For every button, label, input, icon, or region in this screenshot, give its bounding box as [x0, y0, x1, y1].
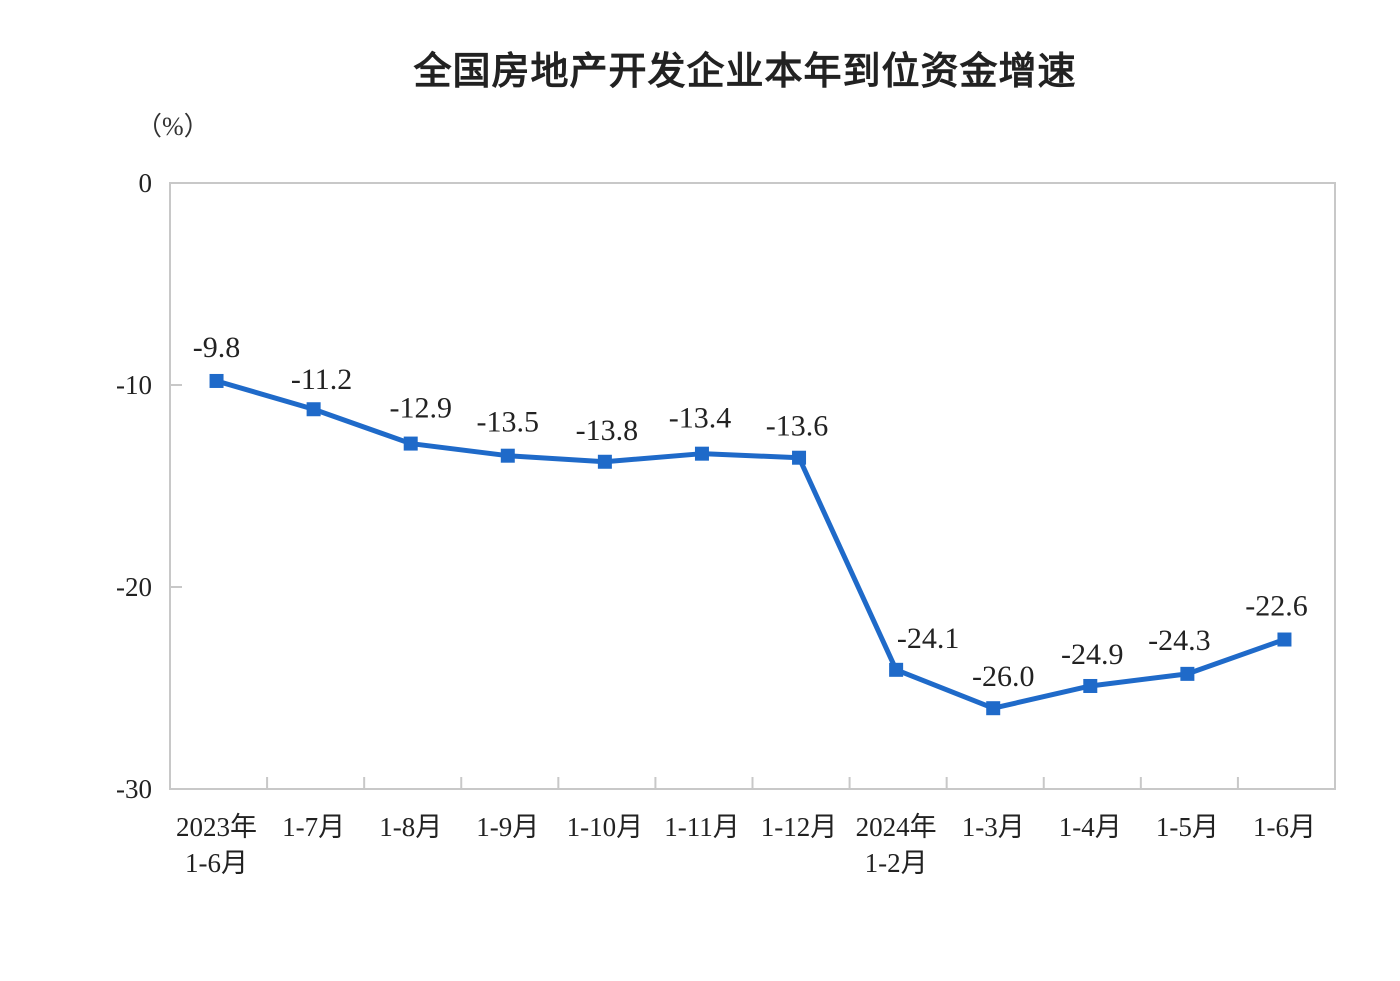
y-axis: 0 -10 -20 -30 [116, 168, 182, 804]
data-label: -24.1 [897, 622, 960, 655]
data-point-marker [792, 450, 807, 465]
data-label: -11.2 [291, 363, 352, 396]
x-tick-label: 1-6月 [185, 848, 248, 878]
x-tick-label: 1-8月 [379, 812, 442, 842]
x-tick-label: 1-10月 [567, 812, 644, 842]
data-point-marker [694, 446, 709, 461]
data-markers [209, 373, 1292, 716]
data-point-marker [500, 448, 515, 463]
data-label: -26.0 [972, 660, 1035, 693]
series-line [215, 378, 1286, 711]
data-label: -13.8 [576, 414, 639, 447]
data-labels: -9.8-11.2-12.9 -13.5 -13.8 -13.4 -13.6-24.1-… [193, 331, 1308, 693]
x-tick-label: 1-12月 [761, 812, 838, 842]
data-label: -24.3 [1148, 624, 1211, 657]
data-point-marker [1277, 632, 1292, 647]
y-tick-label: -20 [116, 572, 152, 602]
data-label: -22.6 [1245, 590, 1308, 623]
x-tick-label: 1-2月 [865, 848, 928, 878]
x-axis: 2023年 1-6月 1-7月 1-8月 1-9月 1-10月 1-11月 1-12月 2024… [176, 777, 1316, 878]
x-tick-label: 2024年 [856, 812, 937, 842]
y-tick-label: -30 [116, 774, 152, 804]
y-tick-label: 0 [139, 168, 153, 198]
data-point-marker [597, 454, 612, 469]
y-tick-label: -10 [116, 370, 152, 400]
data-label: -12.9 [389, 392, 452, 425]
x-tick-label: 1-7月 [282, 812, 345, 842]
x-tick-label: 1-6月 [1253, 812, 1316, 842]
x-tick-label: 1-4月 [1059, 812, 1122, 842]
data-label: -13.4 [669, 402, 732, 435]
data-label: -24.9 [1061, 638, 1124, 671]
x-tick-label: 2023年 [176, 812, 257, 842]
x-tick-label: 1-5月 [1156, 812, 1219, 842]
data-point-marker [209, 373, 224, 388]
x-tick-label: 1-3月 [962, 812, 1025, 842]
chart-title: 全国房地产开发企业本年到位资金增速 [413, 49, 1077, 93]
data-point-marker [403, 436, 418, 451]
data-label: -13.5 [477, 406, 540, 439]
x-tick-label: 1-9月 [476, 812, 539, 842]
data-point-marker [306, 402, 321, 417]
data-label: -9.8 [193, 331, 241, 364]
data-point-marker [889, 662, 904, 677]
y-axis-unit-label: （%） [136, 112, 210, 141]
x-tick-label: 1-11月 [664, 812, 740, 842]
data-point-marker [986, 701, 1001, 716]
data-point-marker [1180, 666, 1195, 681]
plot-area-frame [169, 182, 1336, 790]
data-label: -13.6 [766, 410, 829, 443]
data-point-marker [1083, 678, 1098, 693]
